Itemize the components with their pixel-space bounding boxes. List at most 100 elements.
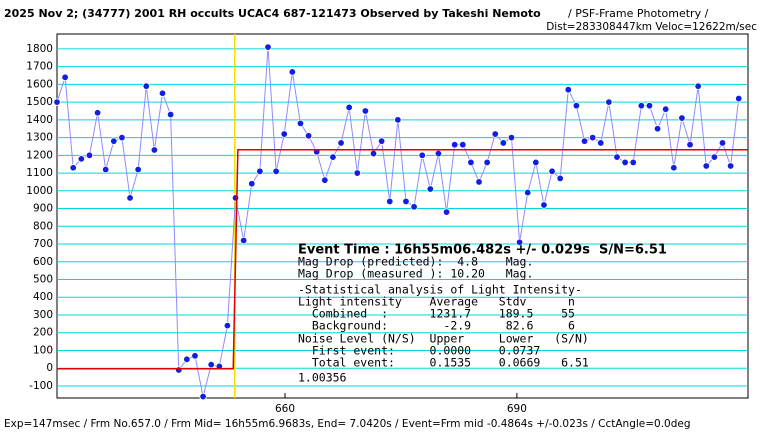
data-point	[661, 105, 670, 113]
data-point	[491, 130, 499, 138]
y-tick-label: 800	[33, 220, 53, 232]
annotation: Light intensity Average Stdv n	[298, 295, 575, 309]
data-point	[710, 153, 719, 161]
data-point	[637, 101, 646, 110]
data-point	[532, 158, 540, 167]
y-tick-label: 1000	[26, 185, 53, 197]
data-point	[467, 158, 475, 167]
data-point	[402, 197, 410, 206]
data-point	[556, 174, 564, 183]
data-point	[499, 139, 508, 147]
data-point	[166, 110, 175, 119]
y-tick-label: 1100	[26, 167, 53, 179]
data-point	[134, 165, 142, 174]
y-tick-label: -100	[29, 380, 53, 392]
y-tick-label: 200	[33, 327, 53, 339]
y-tick-label: 100	[33, 344, 53, 356]
data-point	[670, 164, 678, 172]
data-point	[386, 197, 394, 206]
annotation: Total event: 0.1535 0.0669 6.51	[298, 356, 589, 370]
data-point	[191, 352, 199, 360]
data-point	[735, 94, 743, 103]
y-tick-label: 1200	[26, 149, 53, 161]
y-tick-label: 500	[33, 274, 53, 286]
data-point	[264, 43, 272, 51]
data-point	[69, 164, 77, 172]
data-point	[329, 153, 337, 161]
data-point	[93, 109, 102, 117]
data-point	[150, 146, 159, 154]
data-point	[175, 366, 183, 374]
data-point	[353, 169, 361, 177]
data-point	[377, 137, 386, 145]
data-point	[223, 321, 232, 330]
footer: Exp=147msec / Frm No.657.0 / Frm Mid= 16…	[4, 418, 691, 430]
data-point	[588, 133, 597, 142]
y-tick-label: 1800	[26, 43, 53, 55]
y-tick-label: 900	[33, 203, 53, 215]
data-point	[459, 140, 467, 149]
data-point	[239, 236, 248, 245]
annotation: Combined : 1231.7 189.5 55	[298, 307, 575, 321]
annotation: Noise Level (N/S) Upper Lower (S/N)	[298, 332, 589, 346]
data-point	[613, 153, 621, 161]
data-point	[580, 137, 589, 145]
data-point	[621, 158, 629, 167]
y-tick-label: 1300	[26, 132, 53, 144]
data-point	[183, 355, 191, 364]
data-point	[369, 149, 378, 158]
data-point	[110, 137, 118, 145]
y-tick-label: 1700	[26, 61, 53, 73]
annotation: Event Time : 16h55m06.482s +/- 0.029s S/…	[298, 243, 667, 258]
data-point	[718, 139, 727, 147]
data-point	[142, 82, 150, 90]
x-tick-label: 690	[507, 403, 527, 415]
data-point	[418, 151, 426, 160]
annotation: -Statistical analysis of Light Intensity…	[298, 283, 582, 297]
data-point	[77, 155, 86, 163]
data-point	[158, 89, 167, 97]
y-tick-label: 700	[33, 238, 53, 250]
data-point	[564, 85, 572, 94]
data-point	[321, 176, 329, 184]
data-point	[85, 151, 94, 160]
data-point	[434, 149, 443, 158]
annotation: 1.00356	[298, 371, 347, 385]
data-point	[53, 98, 61, 106]
data-point	[280, 130, 288, 138]
y-tick-label: 1500	[26, 96, 53, 108]
x-tick-label: 660	[275, 403, 295, 415]
y-tick-label: 0	[46, 362, 53, 374]
data-point	[361, 107, 370, 115]
data-point	[272, 167, 280, 175]
data-point	[118, 133, 126, 142]
data-point	[475, 178, 483, 186]
annotation: Background: -2.9 82.6 6	[298, 319, 575, 333]
data-point	[702, 162, 710, 170]
data-point	[653, 125, 662, 133]
data-point	[507, 133, 516, 142]
data-point	[394, 116, 402, 124]
data-point	[410, 203, 418, 211]
data-point	[337, 139, 345, 147]
data-point	[345, 103, 353, 112]
annotation: Mag Drop (predicted): 4.8 Mag.	[298, 255, 533, 269]
data-point	[442, 208, 451, 216]
y-tick-label: 1400	[26, 114, 53, 126]
data-point	[678, 114, 686, 122]
data-point	[629, 158, 637, 167]
model-line	[57, 148, 748, 370]
data-point	[597, 139, 605, 147]
data-point	[101, 165, 110, 174]
data-point	[483, 158, 491, 167]
annotation: First event: 0.0000 0.0737	[298, 344, 540, 358]
data-point	[296, 119, 305, 128]
data-point	[256, 167, 264, 175]
data-point	[231, 194, 240, 202]
chart-title: 2025 Nov 2; (34777) 2001 RH occults UCAC…	[4, 7, 541, 20]
chart-subtitle: Dist=283308447km Veloc=12622m/sec	[546, 21, 757, 33]
data-point	[515, 238, 524, 246]
y-tick-label: 400	[33, 291, 53, 303]
data-point	[207, 360, 215, 369]
